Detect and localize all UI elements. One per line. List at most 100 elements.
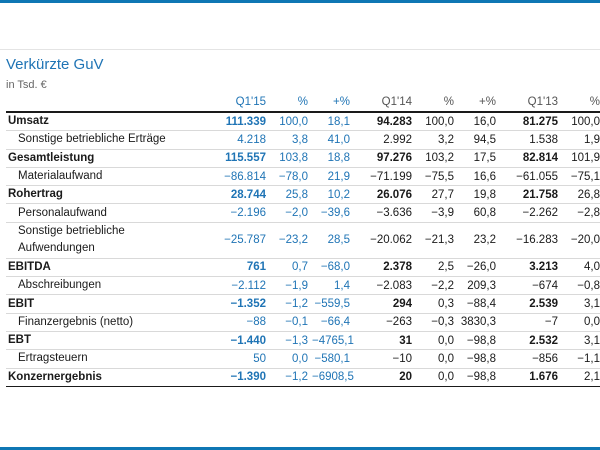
row-label: Finanzergebnis (netto) [6,313,206,332]
header-q1-13: Q1'13 [527,96,558,108]
value-q1-13: 81.275 [498,112,560,132]
unit-subtitle: in Tsd. € [6,79,47,91]
header-q1-15-change: +% [333,96,350,108]
change-q1-14: 16,6 [456,167,498,187]
table-row: Gesamtleistung 115.557 103,8 18,8 97.276 103,… [6,149,600,168]
change-q1-14: 3830,3 [456,313,498,332]
value-q1-14: 20 [352,368,414,387]
value-q1-15: 28.744 [206,185,268,205]
value-q1-15: −25.787 [206,222,268,259]
bottom-accent-rule [0,447,600,450]
value-q1-13: −674 [498,276,560,296]
header-q1-15: Q1'15 [235,96,266,108]
row-label: Personalaufwand [6,203,206,223]
value-q1-15: 50 [206,349,268,369]
percent-q1-14: −75,5 [414,167,456,187]
percent-q1-15: −0,1 [268,313,310,332]
percent-q1-13: −2,8 [560,203,600,223]
row-label: Ertragsteuern [6,349,206,369]
table-row: Rohertrag 28.744 25,8 10,2 26.076 27,7 19,8 21.… [6,185,600,205]
percent-q1-14: 100,0 [414,112,456,132]
value-q1-13: −856 [498,349,560,369]
percent-q1-13: 3,1 [560,331,600,351]
change-q1-15: 1,4 [310,276,352,296]
row-label: EBT [6,331,206,351]
change-q1-14: 17,5 [456,149,498,168]
percent-q1-15: 100,0 [268,112,310,132]
change-q1-15: −559,5 [310,294,352,314]
percent-q1-15: 0,0 [268,349,310,369]
percent-q1-14: 27,7 [414,185,456,205]
percent-q1-13: 100,0 [560,112,600,132]
row-label: EBIT [6,294,206,314]
row-label: Umsatz [6,112,206,132]
percent-q1-13: −1,1 [560,349,600,369]
change-q1-14: −98,8 [456,349,498,369]
table-row: Materialaufwand −86.814 −78,0 21,9 −71.199 −7… [6,167,600,187]
value-q1-14: −20.062 [352,222,414,259]
table-row: EBIT −1.352 −1,2 −559,5 294 0,3 −88,4 2.539 3,1 [6,294,600,314]
value-q1-14: −10 [352,349,414,369]
table-row: Sonstige betriebliche Erträge 4.218 3,8 41,… [6,130,600,150]
header-divider [0,49,600,50]
percent-q1-14: −2,2 [414,276,456,296]
percent-q1-15: −1,3 [268,331,310,351]
value-q1-13: 82.814 [498,149,560,168]
percent-q1-13: 101,9 [560,149,600,168]
value-q1-14: −263 [352,313,414,332]
change-q1-14: 16,0 [456,112,498,132]
value-q1-14: 2.378 [352,258,414,278]
value-q1-15: −1.390 [206,368,268,387]
percent-q1-14: 0,0 [414,368,456,387]
percent-q1-13: 2,1 [560,368,600,387]
value-q1-14: 294 [352,294,414,314]
value-q1-15: −2.112 [206,276,268,296]
change-q1-15: −580,1 [310,349,352,369]
table-row: Umsatz 111.339 100,0 18,1 94.283 100,0 16,0 81.… [6,112,600,132]
value-q1-13: 1.538 [498,130,560,150]
percent-q1-15: 3,8 [268,130,310,150]
percent-q1-14: 0,0 [414,331,456,351]
value-q1-15: −86.814 [206,167,268,187]
table-row: Sonstige betriebliche Aufwendungen −25.78… [6,222,600,259]
change-q1-15: −6908,5 [310,368,354,387]
value-q1-14: −2.083 [352,276,414,296]
change-q1-14: 94,5 [456,130,498,150]
top-accent-rule [0,0,600,3]
row-label: Sonstige betriebliche Erträge [6,130,206,150]
value-q1-14: −71.199 [352,167,414,187]
table-row: Finanzergebnis (netto) −88 −0,1 −66,4 −263 −0… [6,313,600,332]
percent-q1-15: 103,8 [268,149,310,168]
percent-q1-15: −1,2 [268,368,310,387]
percent-q1-13: 0,0 [560,313,600,332]
percent-q1-13: 4,0 [560,258,600,278]
header-label [6,93,206,112]
header-q1-15-percent: % [297,96,308,108]
change-q1-14: 23,2 [456,222,498,259]
value-q1-14: 31 [352,331,414,351]
header-q1-14-change: +% [479,96,496,108]
header-q1-13-percent: % [589,96,600,108]
income-statement-table: Q1'15 % +% Q1'14 % +% Q1'13 % Umsatz 111.… [6,93,600,387]
value-q1-15: 115.557 [206,149,268,168]
value-q1-15: −1.352 [206,294,268,314]
percent-q1-15: 0,7 [268,258,310,278]
change-q1-15: 10,2 [310,185,352,205]
percent-q1-14: 2,5 [414,258,456,278]
percent-q1-15: −23,2 [268,222,310,259]
header-q1-14-percent: % [443,96,454,108]
value-q1-13: −16.283 [498,222,560,259]
value-q1-15: −1.440 [206,331,268,351]
value-q1-14: 94.283 [352,112,414,132]
percent-q1-13: 26,8 [560,185,600,205]
value-q1-13: −2.262 [498,203,560,223]
percent-q1-14: −0,3 [414,313,456,332]
change-q1-15: 18,1 [310,112,352,132]
change-q1-15: 28,5 [310,222,352,259]
row-label: EBITDA [6,258,206,278]
change-q1-15: −4765,1 [310,331,354,351]
value-q1-13: 1.676 [498,368,560,387]
percent-q1-15: −1,9 [268,276,310,296]
change-q1-14: −98,8 [456,331,498,351]
value-q1-15: −2.196 [206,203,268,223]
